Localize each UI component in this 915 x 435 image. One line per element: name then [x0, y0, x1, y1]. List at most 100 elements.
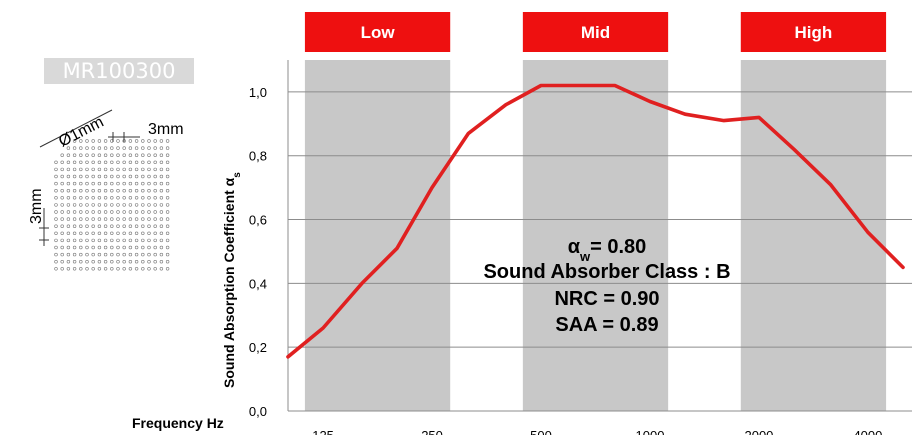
perforation-hole: [110, 153, 114, 157]
perforation-hole: [159, 181, 164, 186]
perforation-hole: [134, 181, 139, 186]
perforation-hole: [60, 174, 64, 179]
perforation-hole: [110, 267, 114, 271]
perforation-hole: [85, 146, 89, 150]
absorption-curve: [286, 83, 905, 359]
perforation-hole: [128, 252, 133, 257]
perforation-hole: [97, 196, 102, 200]
perforation-hole: [134, 260, 139, 264]
perforation-hole: [85, 167, 89, 172]
perforation-hole: [141, 181, 145, 186]
perforation-hole: [116, 174, 120, 179]
perforation-hole: [122, 231, 126, 236]
perforation-hole: [128, 231, 133, 236]
perforation-hole: [91, 189, 95, 193]
perforation-hole: [79, 231, 83, 236]
x-axis-label: Frequency Hz: [132, 415, 224, 431]
perforation-hole: [97, 260, 102, 264]
perforation-hole: [165, 174, 170, 179]
perforation-hole: [60, 238, 64, 243]
perforation-hole: [97, 174, 102, 179]
perforation-hole: [60, 252, 64, 257]
perforation-hole: [60, 196, 64, 200]
perforation-hole: [54, 189, 58, 193]
perforation-hole: [85, 181, 89, 186]
perforation-hole: [85, 174, 89, 179]
perforation-hole: [122, 245, 126, 250]
perforation-hole: [66, 153, 71, 157]
perforation-hole: [97, 203, 102, 207]
perforation-hole: [54, 231, 58, 236]
perforation-hole: [153, 146, 157, 150]
perforation-hole: [79, 217, 83, 221]
perforation-hole: [122, 181, 126, 186]
perforation-hole: [122, 238, 126, 243]
perforation-hole: [110, 231, 114, 236]
perforation-hole: [110, 189, 114, 193]
perforation-hole: [79, 252, 83, 257]
perforation-hole: [97, 224, 102, 228]
perforation-hole: [165, 252, 170, 257]
perforation-hole: [85, 203, 89, 207]
band-header-low: [304, 12, 451, 52]
perforation-hole: [103, 181, 108, 186]
y-tick-label: 0,4: [249, 276, 267, 291]
perforation-hole: [110, 146, 114, 150]
perforation-hole: [110, 260, 114, 264]
perforation-hole: [159, 189, 164, 193]
perforation-hole: [103, 210, 108, 214]
perforation-hole: [165, 203, 170, 207]
perforation-hole: [147, 139, 151, 143]
perforation-hole: [66, 245, 71, 250]
perforation-hole: [91, 181, 95, 186]
perforation-hole: [60, 217, 64, 221]
perforation-hole-grid: [54, 139, 170, 271]
perforation-hole: [79, 146, 83, 150]
perforation-hole: [153, 260, 157, 264]
perforation-hole: [103, 203, 108, 207]
perforation-hole: [91, 210, 95, 214]
perforation-hole: [122, 160, 126, 165]
perforation-hole: [79, 238, 83, 243]
perforation-hole: [122, 203, 126, 207]
perforation-hole: [66, 210, 71, 214]
perforation-hole: [85, 260, 89, 264]
perforation-hole: [72, 252, 77, 257]
perforation-hole: [91, 260, 95, 264]
y-tick-label: 0,0: [249, 404, 267, 419]
perforation-hole: [116, 217, 120, 221]
perforation-hole: [116, 245, 120, 250]
perforation-hole: [103, 267, 108, 271]
perforation-hole: [66, 146, 71, 150]
perforation-hole: [147, 245, 151, 250]
perforation-hole: [103, 252, 108, 257]
perforation-hole: [66, 267, 71, 271]
perforation-hole: [103, 224, 108, 228]
perforation-hole: [66, 181, 71, 186]
perforation-hole: [159, 167, 164, 172]
perforation-hole: [79, 174, 83, 179]
perforation-hole: [165, 160, 170, 165]
perforation-hole: [159, 217, 164, 221]
perforation-hole: [153, 174, 157, 179]
perforation-hole: [85, 189, 89, 193]
perforation-hole: [159, 210, 164, 214]
perforation-hole: [66, 238, 71, 243]
perforation-hole: [72, 174, 77, 179]
perforation-hole: [122, 210, 126, 214]
perforation-hole: [153, 267, 157, 271]
perforation-hole: [122, 217, 126, 221]
perforation-hole: [159, 203, 164, 207]
absorber-class-line: Sound Absorber Class : B: [483, 261, 730, 283]
perforation-hole: [134, 210, 139, 214]
perforation-hole: [141, 267, 145, 271]
perforation-hole: [91, 267, 95, 271]
perforation-hole: [165, 217, 170, 221]
perforation-hole: [147, 181, 151, 186]
perforation-hole: [72, 260, 77, 264]
perforation-hole: [60, 203, 64, 207]
perforation-hole: [54, 224, 58, 228]
perforation-hole: [103, 189, 108, 193]
perforation-hole: [159, 231, 164, 236]
